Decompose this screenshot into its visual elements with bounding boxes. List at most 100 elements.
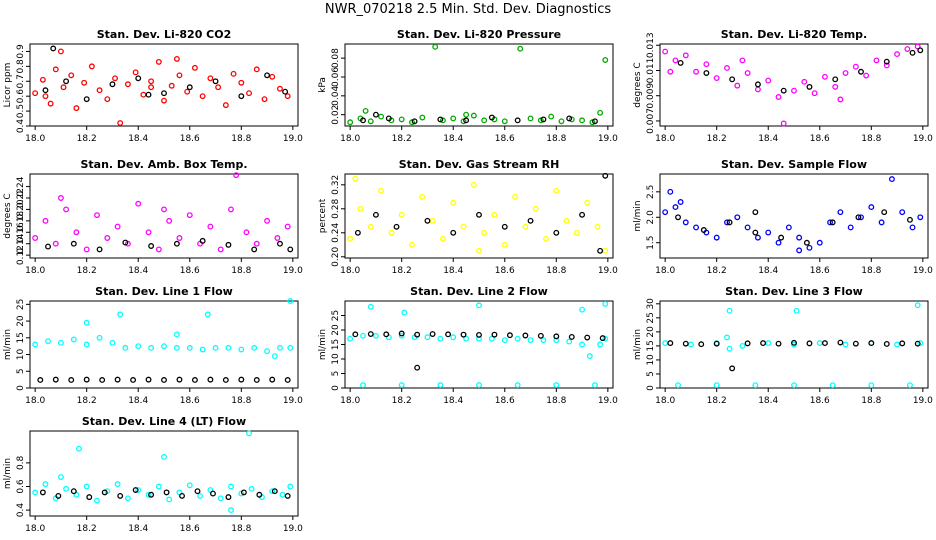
data-point-main [228,206,234,213]
data-point-main [553,337,560,344]
data-point-reference [50,45,57,52]
y-axis-label: degrees C [3,193,13,238]
data-point-main [476,382,482,389]
data-point-main [191,64,198,71]
data-point-main [269,488,276,495]
data-point-main [155,483,162,490]
data-point-reference [385,115,392,122]
data-point-reference [445,331,452,338]
data-point-main [222,102,229,109]
figure-title: NWR_070218 2.5 Min. Std. Dev. Diagnostic… [324,2,612,17]
data-point-main [429,217,436,224]
y-tick-label: 5 [16,368,26,374]
data-point-main [878,219,885,226]
data-point-main [81,79,88,86]
data-point-main [357,205,364,212]
panel-title: Stan. Dev. Gas Stream RH [399,158,560,171]
data-point-main [360,332,366,339]
data-point-main [724,65,730,71]
y-tick-label: 0.32 [331,175,341,195]
data-point-main [76,445,82,452]
y-tick-label: 0.12 [16,245,26,265]
data-point-main [398,382,405,389]
data-point-main [852,63,859,70]
data-point-main [842,341,849,348]
data-point-reference [101,489,108,496]
data-point-main [184,88,191,95]
data-point-reference [806,340,813,347]
data-point-main [597,109,604,116]
data-point-main [744,70,751,76]
x-tick-label: 18.4 [758,266,778,276]
data-point-reference [70,240,77,247]
plot-frame [29,43,299,127]
data-point-main [602,300,609,307]
data-point-main [675,382,681,389]
data-point-main [419,193,426,200]
x-tick-label: 18.6 [180,134,200,144]
x-tick-label: 18.6 [810,396,830,406]
data-point-reference [537,332,544,339]
data-point-main [754,86,761,93]
y-tick-label: 0.009 [646,83,656,109]
data-point-reference [135,75,142,82]
data-point-main [238,346,245,353]
data-point-main [713,75,720,82]
data-point-main [32,489,39,496]
data-point-reference [398,330,405,337]
data-point-main [501,241,508,248]
chart-panel-10: Stan. Dev. Line 4 (LT) Flow ml/min 18.0 18.… [3,415,303,534]
data-point-main [367,303,374,310]
y-tick-label: 0.08 [331,48,341,68]
data-point-main [917,340,924,347]
data-point-main [42,481,49,488]
data-point-main [785,224,792,231]
data-point-reference [86,494,93,501]
x-tick-label: 18.0 [25,266,45,276]
x-tick-label: 18.8 [546,266,566,276]
data-point-reference [148,243,155,249]
data-point-main [132,69,139,76]
data-point-main [269,73,276,80]
data-point-main [491,211,498,218]
data-point-reference [240,489,247,496]
y-axis-label: ml/min [3,329,13,360]
data-point-main [481,229,488,236]
data-point-main [858,214,864,221]
data-point-main [124,81,131,88]
data-point-main [693,68,700,75]
data-point-reference [145,376,152,383]
x-tick-label: 18.4 [128,134,148,144]
data-point-reference [579,211,586,218]
data-point-main [488,335,495,342]
y-tick-label: 2.5 [646,185,656,199]
data-point-main [463,335,470,342]
panel-title: Stan. Dev. Line 4 (LT) Flow [82,415,246,428]
data-point-main [378,187,385,194]
data-point-reference [411,118,418,125]
data-point-main [228,507,234,514]
data-point-reference [225,494,232,501]
data-point-main [60,84,67,91]
y-tick-label: 10 [16,349,26,361]
data-point-main [57,339,64,346]
data-point-main [481,117,488,124]
data-point-main [543,235,549,242]
data-point-main [186,212,193,219]
data-point-main [579,341,586,348]
data-point-reference [791,339,797,346]
data-point-reference [855,214,862,221]
data-point-main [173,331,180,338]
data-point-reference [414,331,421,338]
x-tick-label: 18.4 [443,134,463,144]
data-point-reference [675,214,681,221]
data-point-main [765,77,772,84]
data-point-main [904,46,911,52]
data-point-main [527,337,534,344]
data-point-main [713,382,720,389]
data-point-reference [225,241,232,248]
x-tick-label: 19.0 [598,396,618,406]
data-point-reference [269,376,276,383]
data-point-main [744,224,751,231]
x-tick-label: 18.0 [340,134,360,144]
